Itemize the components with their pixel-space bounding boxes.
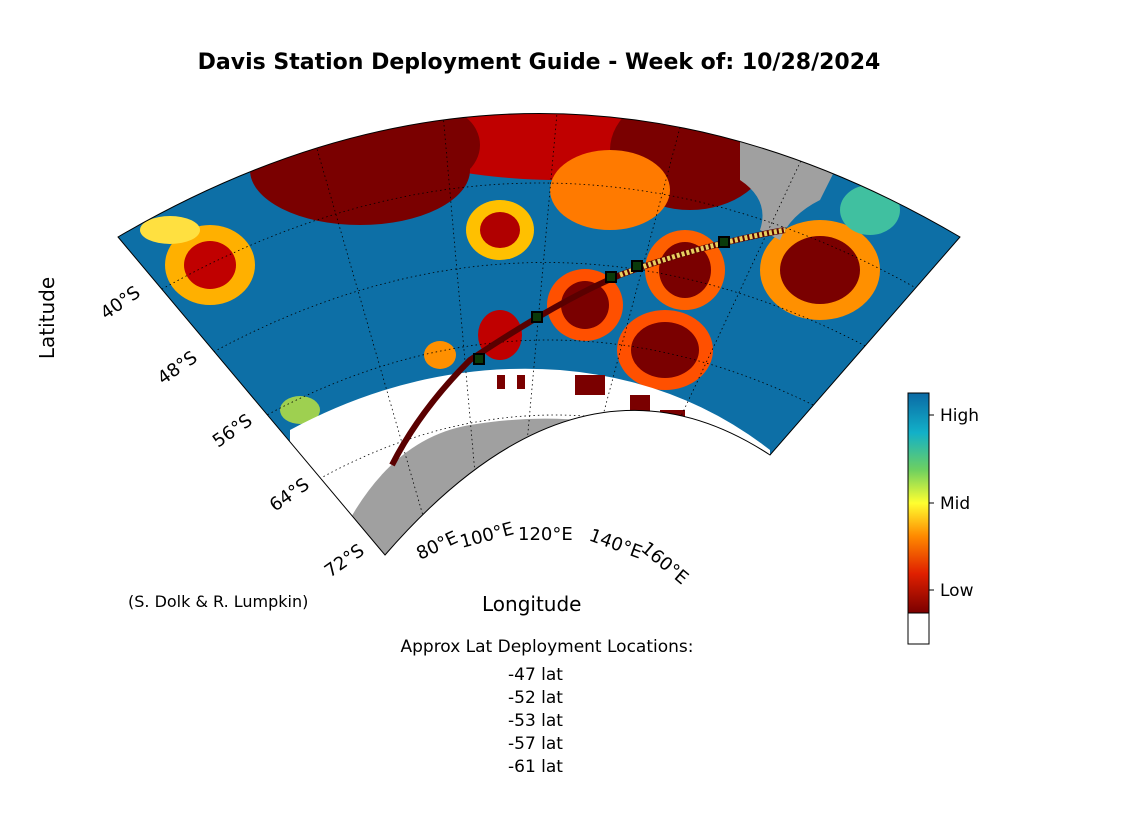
deployment-marker — [605, 271, 617, 283]
lat-tick-label: 64°S — [266, 474, 314, 516]
deployment-location: -52 lat — [508, 688, 563, 708]
deployment-location: -53 lat — [508, 711, 563, 731]
deployment-marker — [718, 236, 730, 248]
deployment-list: -47 lat -52 lat -53 lat -57 lat -61 lat — [508, 664, 563, 779]
deployment-marker — [473, 353, 485, 365]
map-title: Davis Station Deployment Guide - Week of… — [197, 50, 881, 75]
lat-tick-label: 72°S — [321, 540, 369, 582]
lon-tick-label: 140°E — [586, 525, 645, 563]
colorbar-label-mid: Mid — [940, 494, 970, 514]
colorbar-label-low: Low — [940, 581, 974, 601]
lon-tick-label: 100°E — [458, 518, 516, 552]
lat-tick-label: 40°S — [97, 282, 145, 324]
deployment-location: -61 lat — [508, 757, 563, 777]
deployment-markers — [473, 236, 730, 365]
deployment-heading: Approx Lat Deployment Locations: — [400, 637, 694, 657]
lon-tick-label: 120°E — [518, 524, 573, 545]
deployment-location: -47 lat — [508, 665, 563, 685]
credit-text: (S. Dolk & R. Lumpkin) — [128, 592, 309, 611]
x-axis-label: Longitude — [482, 592, 582, 616]
deployment-marker — [531, 311, 543, 323]
colorbar-label-high: High — [940, 406, 979, 426]
lon-tick-label: 160°E — [637, 538, 692, 589]
lat-tick-label: 48°S — [154, 347, 202, 389]
deployment-location: -57 lat — [508, 734, 563, 754]
colorbar: High Mid Low — [907, 392, 979, 645]
lon-tick-label: 80°E — [413, 527, 461, 564]
deployment-marker — [631, 260, 643, 272]
lat-tick-label: 56°S — [209, 410, 257, 452]
